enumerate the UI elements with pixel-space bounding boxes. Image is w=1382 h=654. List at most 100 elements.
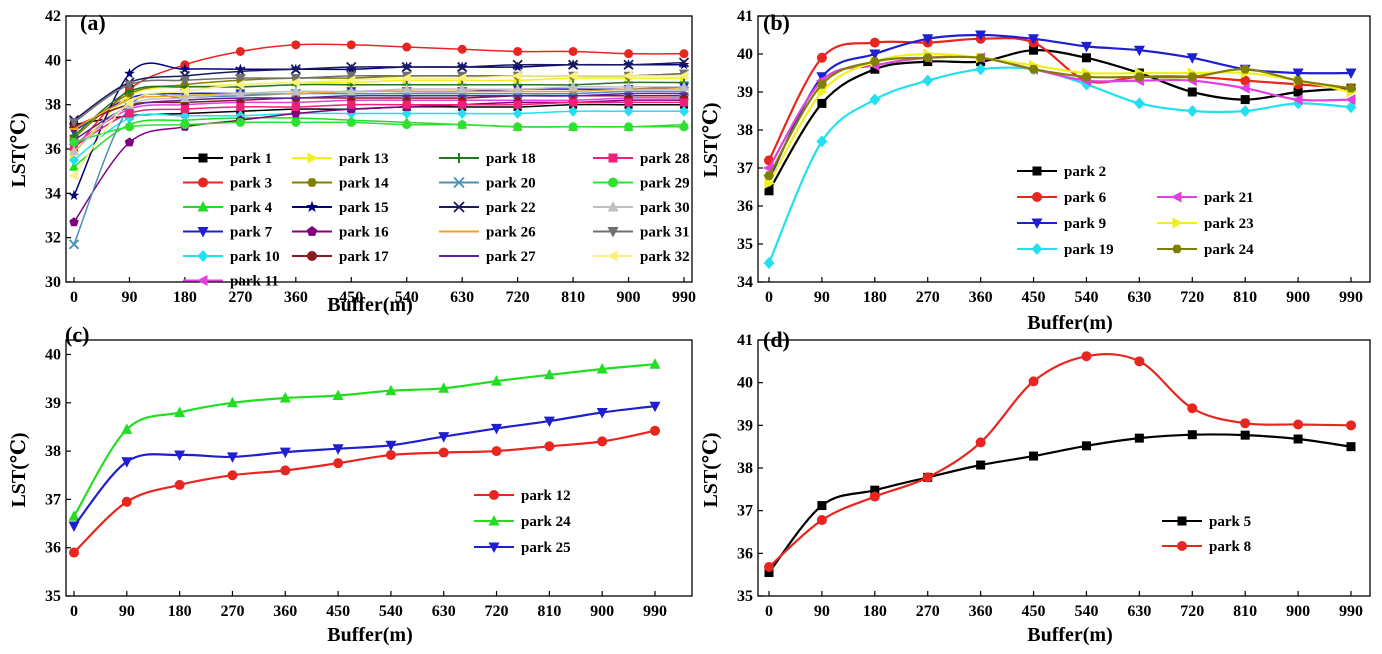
legend-label: park 15: [339, 200, 389, 216]
panel-c-data-point: [596, 408, 608, 419]
legend-label: park 26: [486, 225, 536, 241]
legend-marker: [453, 201, 465, 213]
panel-c-data-point: [121, 496, 132, 507]
panel-c-y-tick-label: 36: [45, 540, 61, 557]
panel-b-data-point: [817, 86, 828, 98]
panel-a-data-point: [345, 63, 357, 74]
panel-c-x-tick-label: 990: [643, 603, 667, 620]
panel-c-data-point: [333, 458, 344, 469]
legend-label: park 23: [1204, 216, 1254, 232]
panel-a-data-point: [69, 154, 79, 166]
panel-a-data-point: [179, 86, 189, 97]
legend-label: park 8: [1209, 539, 1251, 555]
legend-marker: [197, 227, 209, 238]
panel-a-data-point: [679, 105, 689, 117]
panel-a-series-line: [73, 61, 685, 121]
panel-d-data-point: [1081, 351, 1092, 362]
panel-c-data-point: [121, 423, 133, 434]
panel-c-x-tick-label: 360: [273, 603, 297, 620]
legend-marker: [1032, 192, 1042, 202]
legend-label: park 21: [1204, 190, 1254, 206]
legend-marker: [307, 152, 318, 164]
panel-c-data-point: [650, 425, 660, 436]
panel-a-data-point: [290, 74, 301, 84]
legend-marker: [453, 176, 465, 189]
legend-marker: [307, 178, 317, 187]
panel-c-x-tick-label: 540: [379, 603, 403, 620]
panel-b-frame: [757, 15, 1371, 283]
panel-a-data-point: [235, 63, 246, 74]
panel-b-x-axis-title: Buffer(m): [1027, 312, 1113, 334]
legend-marker: [607, 227, 619, 238]
panel-d-y-tick-label: 38: [737, 460, 753, 477]
panel-b-x-tick-label: 810: [1233, 289, 1257, 306]
panel-b-data-point: [816, 52, 827, 63]
panel-a-data-point: [568, 122, 578, 132]
panel-b-data-point: [1029, 45, 1039, 55]
panel-b-data-point: [1293, 87, 1303, 97]
panel-a-data-point: [347, 100, 356, 109]
panel-a-x-tick-label: 360: [284, 289, 308, 306]
legend-marker: [197, 275, 208, 286]
panel-c-frame: [65, 339, 693, 597]
panel-c-label: (c): [65, 322, 89, 347]
legend-label: park 10: [230, 249, 280, 265]
panel-c-data-point: [438, 382, 450, 393]
panel-b-y-tick-label: 36: [737, 198, 753, 215]
panel-d-data-point: [870, 485, 880, 495]
panel-b-data-point: [922, 74, 934, 87]
panel-b-data-point: [922, 53, 933, 63]
panel-c-data-point: [543, 416, 555, 428]
panel-a-x-tick-label: 90: [121, 289, 137, 306]
panel-c-data-point: [596, 363, 608, 374]
panel-c-x-tick-label: 720: [485, 603, 509, 620]
panel-b-data-point: [763, 257, 775, 269]
legend-label: park 9: [1064, 216, 1106, 232]
panel-d-x-axis-title: Buffer(m): [1027, 624, 1113, 646]
panel-a-x-tick-label: 0: [70, 289, 78, 306]
panel-c-y-tick-label: 38: [45, 443, 61, 460]
panel-b-data-point: [764, 177, 775, 189]
legend-label: park 13: [339, 151, 389, 167]
panel-b-data-point: [869, 37, 880, 48]
panel-b-x-tick-label: 900: [1286, 289, 1310, 306]
panel-a-data-point: [679, 49, 689, 59]
panel-a-y-tick-label: 38: [45, 97, 61, 114]
panel-d-y-tick-label: 37: [737, 503, 753, 520]
panel-a-data-point: [235, 74, 246, 84]
panel-d-y-tick-label: 39: [737, 417, 753, 434]
legend-label: park 6: [1064, 190, 1107, 206]
panel-a-data-point: [568, 46, 578, 56]
panel-b-x-tick-label: 630: [1127, 289, 1151, 306]
panel-c-data-point: [174, 450, 186, 461]
panel-a-y-axis-title: LST(℃): [8, 112, 30, 187]
panel-a-data-point: [457, 108, 468, 119]
panel-a-plot-area: [68, 40, 690, 250]
panel-c-data-point: [227, 396, 238, 408]
panel-a-series-line: [73, 121, 684, 144]
legend-label: park 31: [640, 225, 690, 241]
legend-label: park 19: [1064, 242, 1114, 258]
panel-c-x-tick-label: 270: [220, 603, 244, 620]
panel-a-data-point: [401, 61, 412, 73]
panel-b-data-point: [1187, 72, 1198, 82]
panel-d-data-point: [1346, 420, 1356, 431]
panel-b-x-tick-label: 450: [1022, 289, 1046, 306]
panel-d-x-tick-label: 900: [1286, 603, 1310, 620]
panel-c-x-tick-label: 810: [537, 603, 561, 620]
panel-b-series-line: [768, 33, 1352, 180]
panel-a-data-point: [401, 83, 412, 94]
panel-a-data-point: [346, 86, 357, 96]
panel-c-data-point: [385, 384, 397, 396]
panel-a-data-point: [568, 81, 578, 91]
legend-marker: [198, 177, 208, 188]
panel-a-data-point: [513, 122, 523, 132]
panel-b-y-tick-label: 34: [737, 274, 753, 291]
panel-c-data-point: [597, 436, 608, 447]
panel-d-data-point: [975, 437, 986, 448]
panel-c-data-point: [491, 446, 502, 457]
panel-b-y-tick-label: 38: [737, 122, 753, 139]
legend-label: park 30: [640, 200, 690, 216]
panel-d-data-point: [817, 501, 827, 511]
panel-b-x-tick-label: 0: [765, 289, 773, 306]
